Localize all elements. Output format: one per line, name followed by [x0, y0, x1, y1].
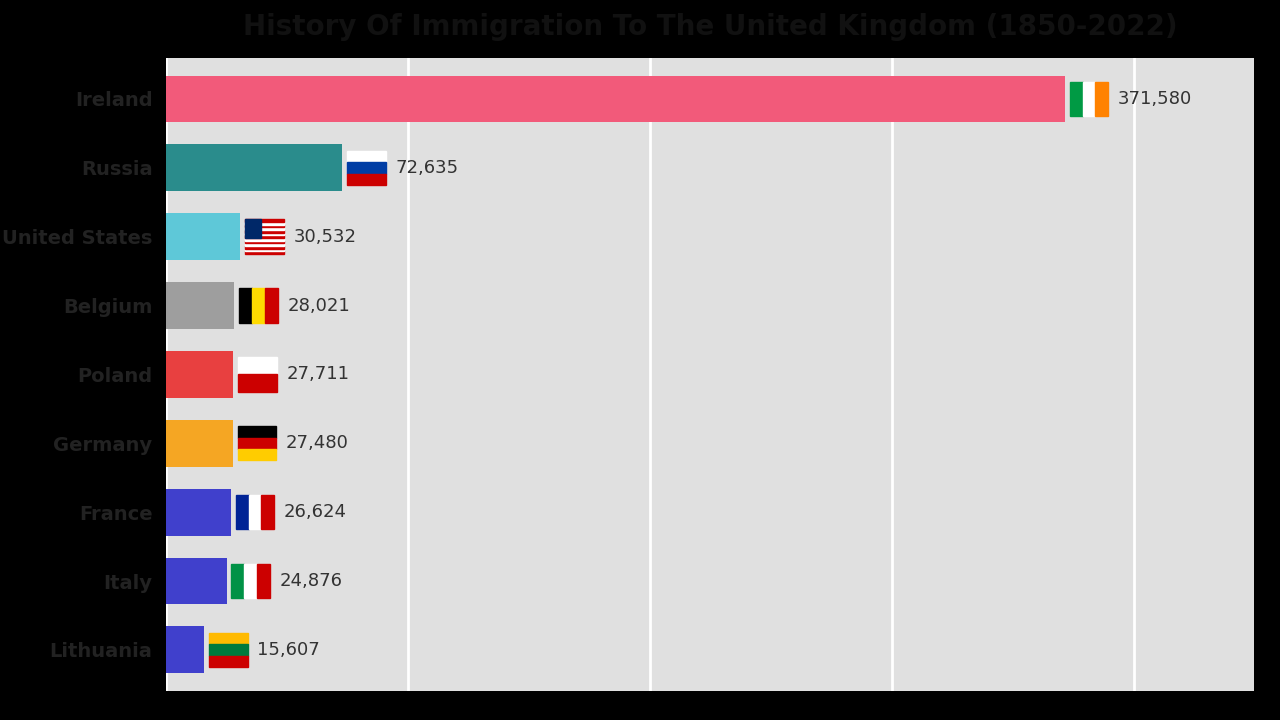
- Bar: [1096, 81, 1108, 116]
- Bar: [209, 656, 247, 667]
- Bar: [257, 564, 270, 598]
- Bar: [166, 76, 1065, 122]
- Bar: [238, 438, 276, 449]
- Bar: [166, 145, 342, 192]
- Text: 72,635: 72,635: [396, 159, 458, 177]
- Bar: [232, 564, 244, 598]
- Text: 371,580: 371,580: [1117, 90, 1192, 108]
- Text: 24,876: 24,876: [280, 572, 343, 590]
- Bar: [244, 222, 284, 225]
- Bar: [244, 238, 284, 240]
- Bar: [244, 246, 284, 248]
- Bar: [166, 213, 241, 260]
- Bar: [244, 235, 284, 238]
- Bar: [261, 495, 274, 529]
- Bar: [347, 174, 385, 185]
- Bar: [244, 225, 284, 228]
- Text: 28,021: 28,021: [287, 297, 351, 315]
- Bar: [166, 351, 233, 398]
- Bar: [244, 233, 284, 235]
- Bar: [238, 374, 276, 392]
- Bar: [244, 220, 284, 222]
- Bar: [166, 489, 230, 536]
- Bar: [238, 357, 276, 374]
- Bar: [244, 240, 284, 243]
- Text: 27,480: 27,480: [285, 434, 349, 452]
- Title: History Of Immigration To The United Kingdom (1850-2022): History Of Immigration To The United Kin…: [243, 14, 1178, 41]
- Bar: [238, 426, 276, 438]
- Bar: [166, 282, 234, 329]
- Bar: [244, 251, 284, 254]
- Bar: [244, 228, 284, 230]
- Bar: [209, 644, 247, 656]
- Bar: [252, 288, 265, 323]
- Bar: [347, 162, 385, 174]
- Text: 15,607: 15,607: [257, 641, 320, 659]
- Bar: [244, 220, 261, 238]
- Bar: [244, 230, 284, 233]
- Text: 27,711: 27,711: [287, 365, 349, 383]
- Bar: [1070, 81, 1083, 116]
- Bar: [209, 633, 247, 644]
- Bar: [238, 449, 276, 461]
- Bar: [166, 557, 227, 604]
- Bar: [166, 420, 233, 467]
- Bar: [347, 150, 385, 162]
- Text: 30,532: 30,532: [293, 228, 356, 246]
- Bar: [236, 495, 248, 529]
- Bar: [1083, 81, 1096, 116]
- Text: 26,624: 26,624: [284, 503, 347, 521]
- Bar: [166, 626, 204, 673]
- Bar: [244, 248, 284, 251]
- Bar: [265, 288, 278, 323]
- Bar: [244, 243, 284, 246]
- Bar: [248, 495, 261, 529]
- Bar: [244, 564, 257, 598]
- Bar: [239, 288, 252, 323]
